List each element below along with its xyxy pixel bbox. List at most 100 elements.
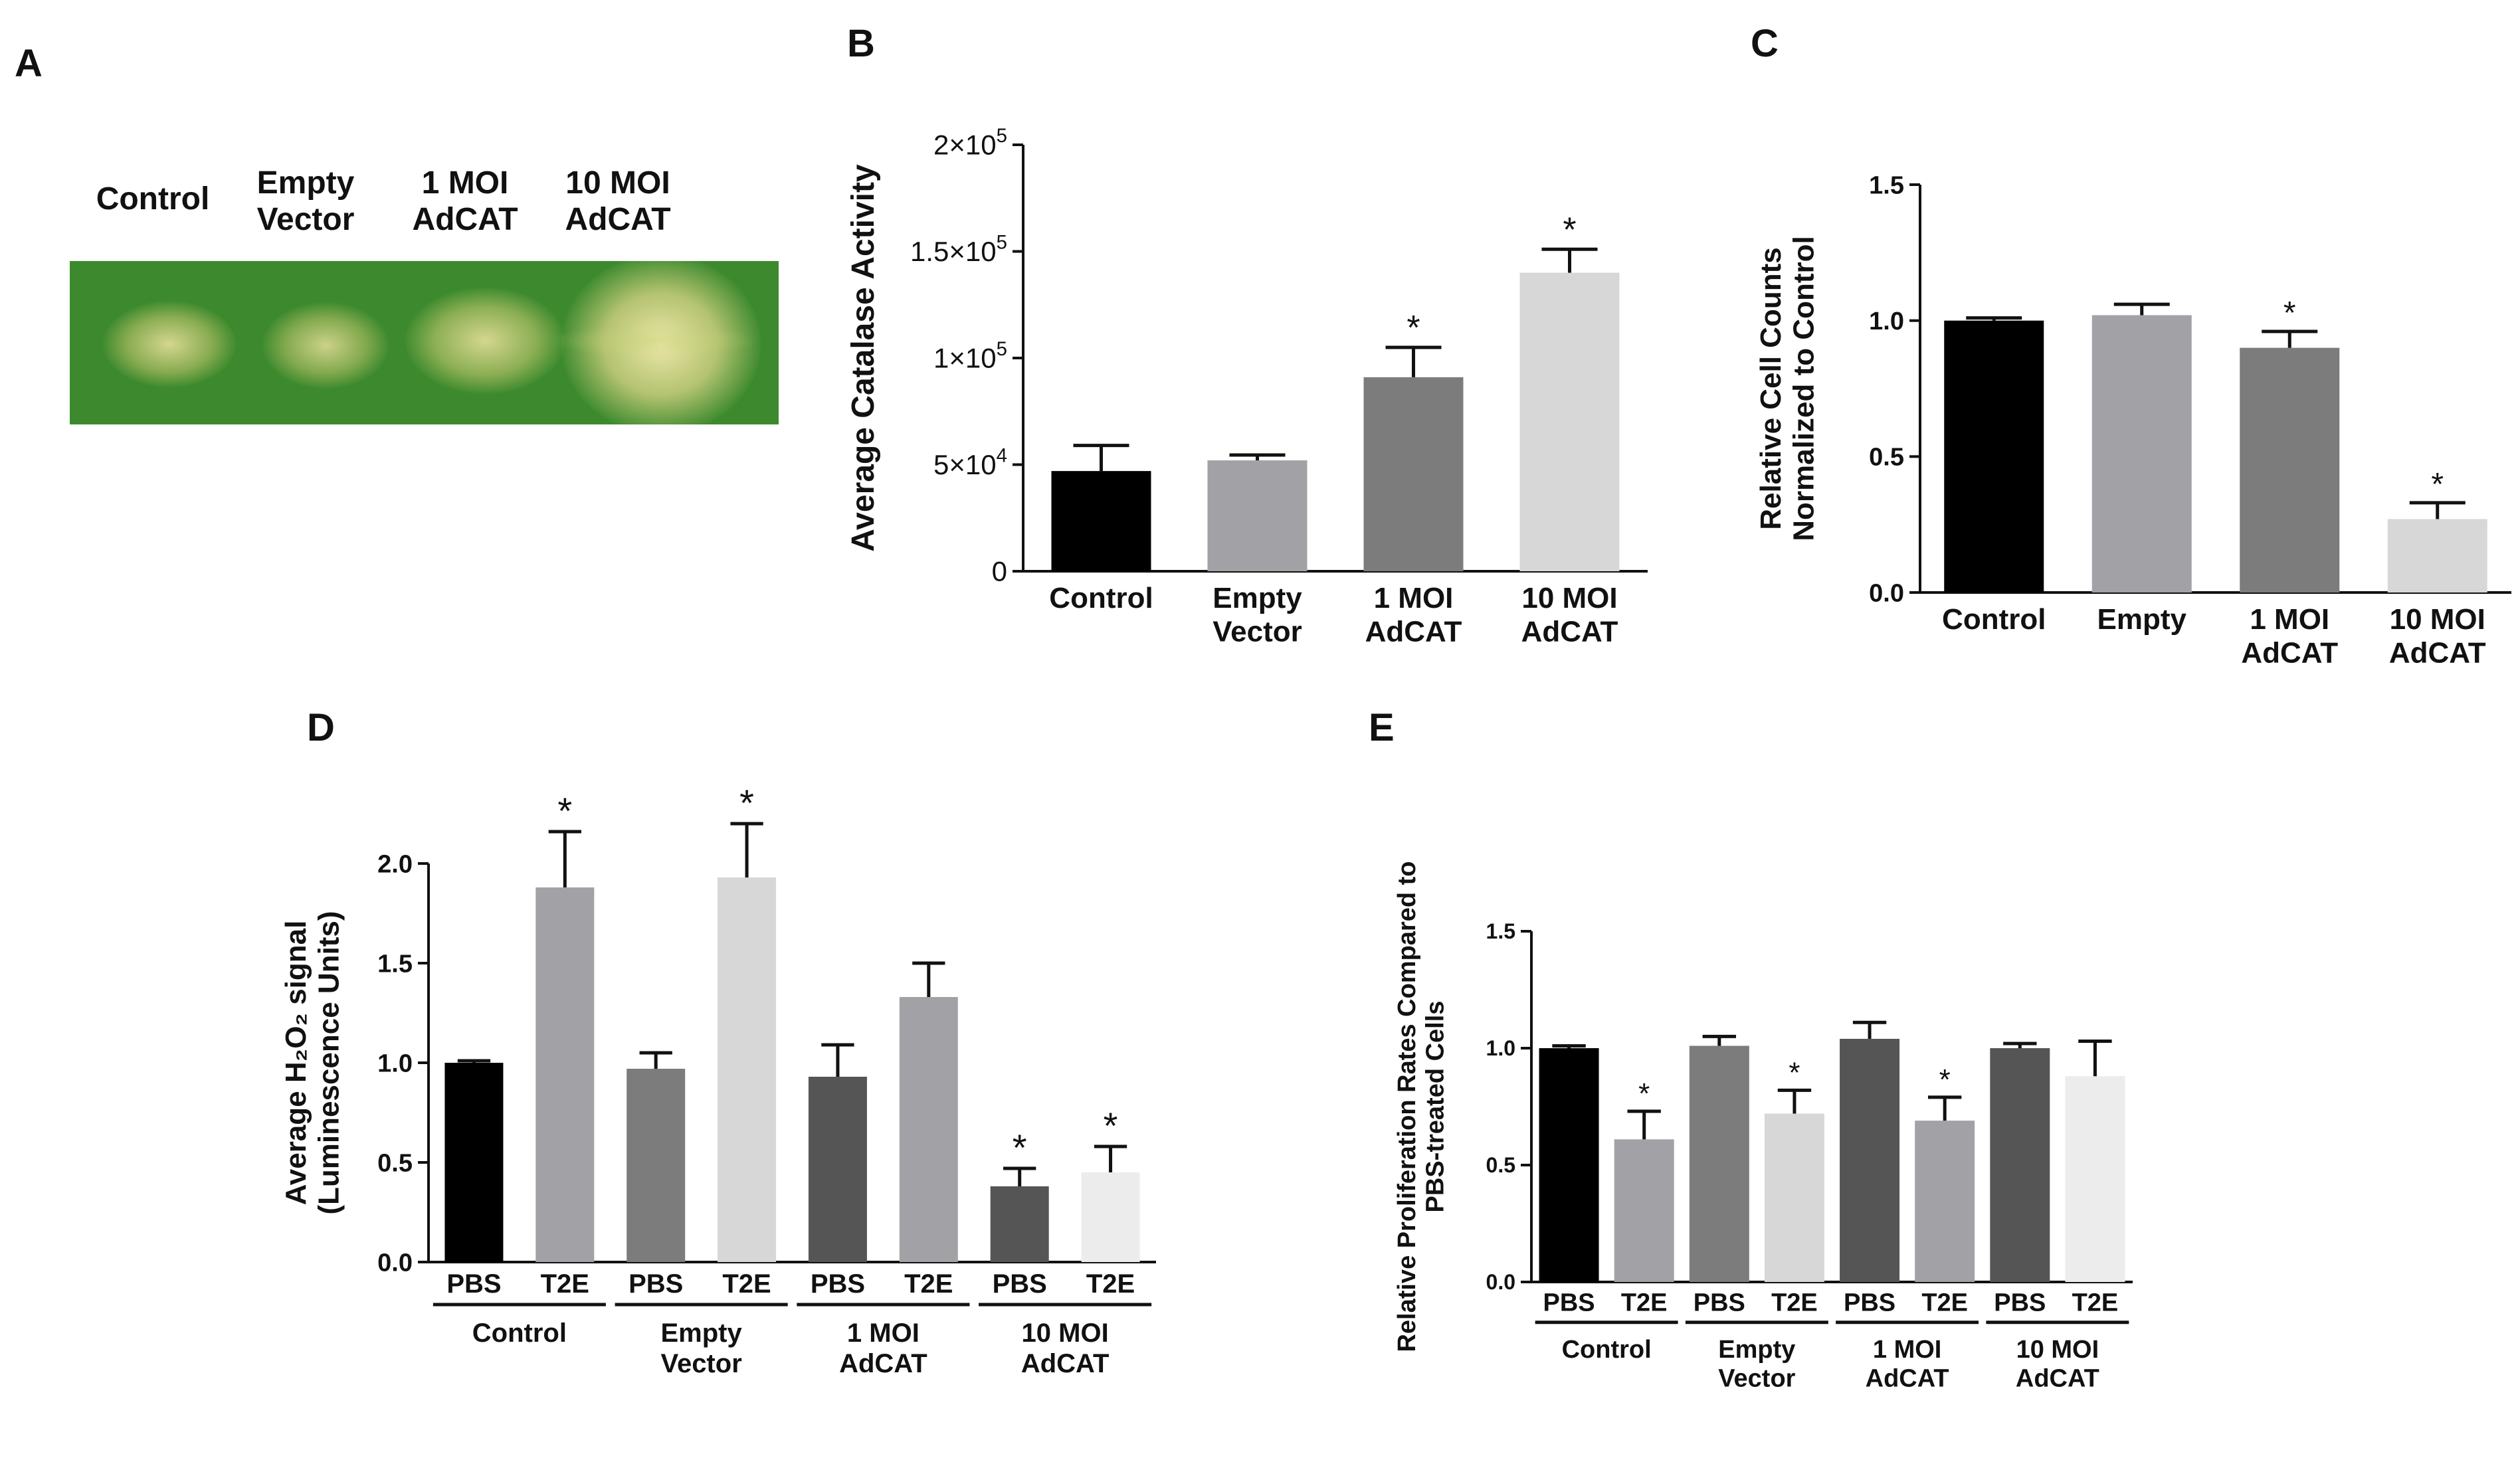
y-tick-label: 1.5 xyxy=(377,950,413,978)
x-tick-label: T2E xyxy=(722,1269,771,1299)
gel-lane-label-line2: AdCAT xyxy=(412,202,518,238)
panel-label-d: D xyxy=(307,706,335,749)
bar xyxy=(1689,1046,1749,1282)
y-tick-label: 1.5×105 xyxy=(910,231,1007,267)
y-tick-label: 0.0 xyxy=(377,1249,413,1277)
gel-lane-label-line1: Empty xyxy=(256,165,355,201)
bar xyxy=(1840,1038,1900,1282)
bar xyxy=(1051,471,1151,571)
panel-label-a: A xyxy=(15,42,43,85)
gel-band-control xyxy=(103,301,236,387)
significance-star: * xyxy=(2431,467,2444,502)
group-label: 10 MOI xyxy=(2016,1336,2099,1364)
x-tick-label: T2E xyxy=(1621,1289,1668,1317)
group-label: Control xyxy=(472,1319,567,1348)
gel-lane-label-line1: 10 MOI xyxy=(565,165,670,201)
group-label: AdCAT xyxy=(2016,1365,2099,1393)
gel-image xyxy=(70,261,779,424)
y-tick-label: 0.5 xyxy=(1486,1153,1515,1177)
bar xyxy=(990,1186,1049,1262)
significance-star: * xyxy=(1104,1105,1118,1146)
x-tick-label: T2E xyxy=(541,1269,589,1299)
y-axis-label: Normalized to Control xyxy=(1787,236,1820,541)
panel-label-e: E xyxy=(1369,706,1395,749)
panel-label-b: B xyxy=(847,22,875,65)
x-tick-label: T2E xyxy=(1921,1289,1968,1317)
x-tick-label: PBS xyxy=(1543,1289,1595,1317)
x-tick-label: Empty xyxy=(1212,582,1302,614)
x-tick-label: Empty xyxy=(2097,603,2187,636)
y-tick-label: 0.0 xyxy=(1486,1270,1515,1294)
x-tick-label: AdCAT xyxy=(2389,637,2486,670)
significance-star: * xyxy=(1638,1077,1650,1110)
x-tick-label: 10 MOI xyxy=(2390,603,2485,636)
chart-panel-d: 0.0 0.5 1.0 1.5 2.0 Average H₂O₂ signal (Lumin… xyxy=(280,782,1156,1378)
x-tick-label: 10 MOI xyxy=(1521,582,1617,614)
bar xyxy=(1519,272,1620,571)
group-label: AdCAT xyxy=(1021,1349,1110,1378)
group-label: Vector xyxy=(1718,1365,1795,1393)
y-tick-label: 1.0 xyxy=(1486,1036,1515,1060)
gel-band-1moi xyxy=(405,288,565,394)
significance-star: * xyxy=(1789,1056,1800,1089)
bar xyxy=(718,877,777,1262)
y-tick-label: 1.5 xyxy=(1486,919,1515,943)
x-tick-label: T2E xyxy=(2072,1289,2119,1317)
bar xyxy=(1081,1172,1140,1262)
chart-panel-e: 0.0 0.5 1.0 1.5 Relative Proliferation Rates… xyxy=(1393,861,2133,1393)
group-label: AdCAT xyxy=(839,1349,927,1378)
bar xyxy=(2387,519,2487,592)
bar xyxy=(1614,1139,1674,1282)
group-label: 10 MOI xyxy=(1022,1319,1109,1348)
y-tick-label: 0.5 xyxy=(1869,444,1904,472)
bar xyxy=(1944,320,2044,592)
x-tick-label: T2E xyxy=(1086,1269,1135,1299)
gel-band-empty-vector xyxy=(262,302,389,389)
y-axis-label: PBS-treated Cells xyxy=(1422,1001,1450,1213)
group-label: 1 MOI xyxy=(847,1319,920,1348)
gel-lane-label-empty-vector: Empty Vector xyxy=(233,165,379,238)
chart-panel-c: 0.0 0.5 1.0 1.5 Relative Cell Counts Normaliz… xyxy=(1755,171,2511,670)
x-tick-label: Control xyxy=(1049,582,1153,614)
x-tick-label: Control xyxy=(1942,603,2046,636)
bar xyxy=(1990,1048,2050,1282)
gel-lane-label-line1: Control xyxy=(96,181,210,217)
group-label: Vector xyxy=(660,1349,741,1378)
bar xyxy=(444,1063,504,1262)
gel-lane-label-line1: 1 MOI xyxy=(421,165,509,201)
significance-star: * xyxy=(1563,211,1576,249)
significance-star: * xyxy=(557,790,572,832)
gel-band-10moi xyxy=(561,261,761,424)
bar xyxy=(2240,347,2340,592)
y-axis-label: Average H₂O₂ signal xyxy=(280,921,312,1206)
x-tick-label: PBS xyxy=(811,1269,865,1299)
y-tick-label: 1.5 xyxy=(1869,171,1904,199)
y-tick-label: 0.0 xyxy=(1869,579,1904,607)
x-tick-label: PBS xyxy=(1994,1289,2046,1317)
significance-star: * xyxy=(2283,296,2296,331)
y-tick-label: 2.0 xyxy=(377,850,413,878)
x-tick-label: PBS xyxy=(629,1269,683,1299)
group-label: Empty xyxy=(661,1319,743,1348)
y-axis-label: (Luminescence Units) xyxy=(312,911,345,1214)
bar xyxy=(808,1077,867,1262)
group-label: 1 MOI xyxy=(1873,1336,1941,1364)
significance-star: * xyxy=(1939,1063,1951,1096)
y-tick-label: 5×104 xyxy=(933,444,1007,480)
bar xyxy=(1363,377,1464,571)
significance-star: * xyxy=(1406,309,1420,347)
bar xyxy=(1539,1048,1599,1282)
bar xyxy=(627,1069,686,1262)
bar xyxy=(1207,460,1308,571)
y-tick-label: 1×105 xyxy=(933,338,1007,374)
x-tick-label: T2E xyxy=(904,1269,953,1299)
gel-lane-label-line2: AdCAT xyxy=(565,202,671,238)
bar xyxy=(1764,1113,1824,1282)
significance-star: * xyxy=(1013,1127,1027,1168)
x-tick-label: Vector xyxy=(1212,616,1302,648)
bar xyxy=(2091,315,2192,592)
y-tick-label: 1.0 xyxy=(377,1049,413,1077)
y-tick-label: 0.5 xyxy=(377,1149,413,1177)
y-tick-label: 0 xyxy=(992,556,1007,587)
